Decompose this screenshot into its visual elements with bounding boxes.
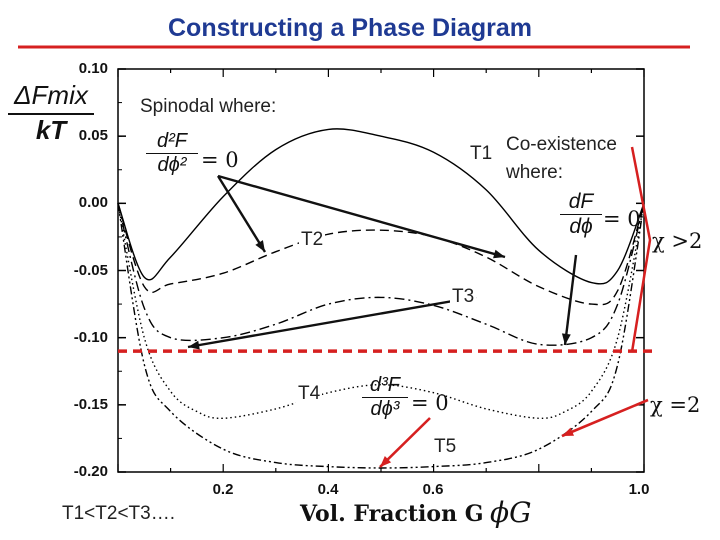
curve-label-t5: T5 bbox=[432, 436, 459, 458]
y-tick-label: -0.15 bbox=[73, 396, 108, 413]
temperature-order-label: T1<T2<T3…. bbox=[62, 503, 175, 524]
coexistence-label-line1: Co-existence bbox=[506, 134, 617, 155]
spinodal-arrow-right-head bbox=[493, 249, 505, 259]
coexistence-formula-denominator: dϕ bbox=[569, 215, 593, 238]
spinodal-arrow-left-head bbox=[255, 240, 265, 252]
curve-label-t3: T3 bbox=[450, 286, 477, 308]
critical-formula: d³F dϕ³ bbox=[362, 374, 408, 421]
curve-label-t1: T1 bbox=[468, 143, 495, 165]
y-tick-label: -0.05 bbox=[73, 262, 108, 279]
curve-t5 bbox=[117, 203, 645, 469]
coexistence-equals-zero: = 0 bbox=[603, 207, 641, 231]
curve-t2 bbox=[117, 203, 645, 306]
y-tick-label: 0.00 bbox=[78, 194, 108, 211]
x-tick-label: 0.6 bbox=[422, 481, 444, 498]
spinodal-label: Spinodal where: bbox=[140, 96, 277, 117]
y-tick-label: -0.20 bbox=[73, 463, 108, 480]
y-tick-label: 0.10 bbox=[78, 60, 108, 77]
coexistence-formula-numerator: dF bbox=[560, 190, 602, 215]
critical-formula-numerator: d³F bbox=[362, 374, 408, 398]
coexistence-arrow-left bbox=[187, 295, 477, 349]
spinodal-formula: d²F dϕ² bbox=[146, 130, 198, 177]
y-axis-label-denominator: kT bbox=[35, 115, 67, 145]
spinodal-arrow-left bbox=[216, 175, 267, 253]
chi-equals-2-label: χ =2 bbox=[650, 393, 701, 417]
x-tick-label: 0.2 bbox=[212, 481, 234, 498]
critical-equals-zero: = 0 bbox=[411, 391, 449, 415]
spinodal-formula-numerator: d²F bbox=[146, 130, 198, 154]
chi-greater-than-2-label: χ >2 bbox=[652, 229, 703, 253]
spinodal-equals-zero: = 0 bbox=[201, 148, 239, 172]
phi-g-symbol: ϕG bbox=[490, 496, 532, 529]
critical-arrow-head bbox=[380, 456, 392, 467]
x-tick-label: 0.4 bbox=[317, 481, 339, 498]
spinodal-formula-denominator: dϕ² bbox=[157, 154, 187, 176]
chi-equals-2-arrow-head bbox=[562, 427, 574, 436]
critical-arrow bbox=[379, 417, 431, 468]
curve-label-t2: T2 bbox=[299, 229, 326, 251]
y-axis-label-numerator: ΔFmix bbox=[8, 80, 94, 115]
x-axis-label: Vol. Fraction G bbox=[300, 501, 484, 527]
critical-formula-denominator: dϕ³ bbox=[370, 398, 400, 420]
coexistence-formula: dF dϕ bbox=[560, 190, 602, 239]
y-tick-label: 0.05 bbox=[78, 127, 108, 144]
y-tick-label: -0.10 bbox=[73, 329, 108, 346]
x-tick-label: 1.0 bbox=[628, 481, 650, 498]
curve-label-t4: T4 bbox=[296, 383, 323, 405]
coexistence-arrow-right-head bbox=[561, 333, 571, 345]
coexistence-arrow-left-head bbox=[188, 340, 200, 350]
coexistence-label-line2: where: bbox=[506, 162, 564, 183]
chi-equals-2-arrow bbox=[561, 398, 649, 438]
chi-greater-than-2-bracket bbox=[630, 146, 652, 353]
slide-title: Constructing a Phase Diagram bbox=[168, 14, 532, 42]
spinodal-arrow-right bbox=[217, 174, 506, 259]
coexistence-arrow-right bbox=[563, 254, 578, 346]
y-axis-label: ΔFmix kT bbox=[8, 80, 94, 146]
curve-t1 bbox=[117, 128, 645, 285]
curve-t3 bbox=[117, 203, 645, 346]
